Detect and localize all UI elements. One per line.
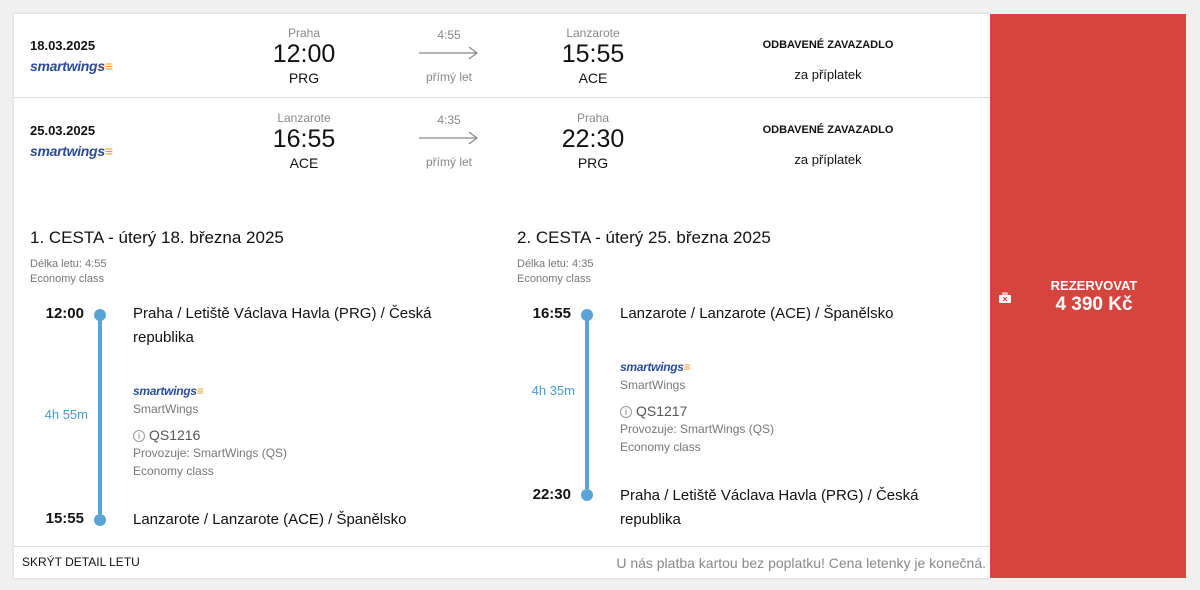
baggage-label: ODBAVENÉ ZAVAZADLO	[762, 124, 894, 136]
total-duration: 4h 35m	[531, 383, 575, 398]
airline-logo: smartwings≡	[620, 360, 691, 374]
trip-title: 1. CESTA - úterý 18. března 2025	[30, 228, 284, 247]
departure-time: 16:55	[272, 125, 336, 153]
flight-date: 18.03.2025	[30, 38, 96, 53]
arrival-time: 15:55	[561, 40, 625, 68]
timeline-dot	[581, 489, 593, 501]
timeline-line	[585, 314, 589, 489]
operated-by: Provozuje: SmartWings (QS)	[133, 446, 288, 460]
timeline-line	[98, 314, 102, 514]
segment-class: Economy class	[620, 440, 701, 454]
trip-detail-return: 2. CESTA - úterý 25. března 2025 Délka l…	[517, 228, 987, 528]
airline-logo: smartwings≡	[30, 143, 113, 159]
trip-length: Délka letu: 4:35	[517, 258, 594, 270]
segment-class: Economy class	[133, 464, 214, 478]
baggage-label: ODBAVENÉ ZAVAZADLO	[762, 39, 894, 51]
operated-by: Provozuje: SmartWings (QS)	[620, 422, 775, 436]
payment-note: U nás platba kartou bez poplatku! Cena l…	[616, 555, 986, 571]
arrival-code: ACE	[578, 70, 608, 86]
info-icon[interactable]: i	[620, 406, 632, 418]
flight-number: QS1216	[149, 427, 201, 443]
flight-date: 25.03.2025	[30, 123, 96, 138]
arrow-right-icon	[419, 132, 478, 144]
arrival-city: Praha	[576, 111, 610, 125]
timeline-dot	[94, 514, 106, 526]
price: 4 390 Kč	[1055, 294, 1133, 315]
baggage-note: za příplatek	[794, 67, 862, 82]
direct-label: přímý let	[425, 155, 472, 169]
arrival-time: 22:30	[561, 125, 625, 153]
card-footer: SKRÝT DETAIL LETU U nás platba kartou be…	[14, 546, 990, 571]
flight-duration: 4:55	[437, 28, 461, 42]
trip-length: Délka letu: 4:55	[30, 258, 107, 270]
trip-class: Economy class	[30, 273, 104, 285]
direct-label: přímý let	[425, 70, 472, 84]
airline-logo: smartwings≡	[30, 58, 113, 74]
arrival-place: Lanzarote / Lanzarote (ACE) / Španělsko	[133, 511, 407, 528]
airline-name: SmartWings	[133, 402, 199, 416]
arrival-city: Lanzarote	[566, 26, 620, 40]
trip-class: Economy class	[517, 273, 591, 285]
departure-time: 12:00	[45, 305, 84, 322]
segment-info: smartwings≡ SmartWings i QS1216 Provozuje…	[133, 382, 287, 480]
arrival-time: 22:30	[532, 486, 571, 503]
arrival-time: 15:55	[45, 510, 84, 527]
departure-code: PRG	[288, 70, 320, 86]
flight-duration: 4:35	[437, 113, 461, 127]
info-icon[interactable]: i	[133, 430, 145, 442]
departure-place: Praha / Letiště Václava Havla (PRG) / Če…	[133, 305, 432, 346]
trip-title: 2. CESTA - úterý 25. března 2025	[517, 228, 771, 247]
flight-number: QS1217	[636, 403, 688, 419]
book-button[interactable]: REZERVOVAT 4 390 Kč	[990, 14, 1186, 578]
book-label: REZERVOVAT	[1050, 278, 1138, 293]
airline-logo: smartwings≡	[133, 384, 204, 398]
segment-info: smartwings≡ SmartWings i QS1217 Provozuje…	[620, 358, 774, 456]
arrow-right-icon	[419, 47, 478, 59]
arrival-place: Praha / Letiště Václava Havla (PRG) / Če…	[620, 487, 919, 528]
flight-row-outbound[interactable]: 18.03.2025 smartwings≡ Praha 12:00 PRG 4…	[14, 14, 990, 98]
total-duration: 4h 55m	[44, 407, 88, 422]
departure-time: 16:55	[532, 305, 571, 322]
flight-card: 18.03.2025 smartwings≡ Praha 12:00 PRG 4…	[14, 14, 990, 578]
trip-detail-outbound: 1. CESTA - úterý 18. března 2025 Délka l…	[30, 228, 500, 528]
departure-time: 12:00	[272, 40, 336, 68]
departure-city: Praha	[287, 26, 321, 40]
baggage-note: za příplatek	[794, 152, 862, 167]
departure-city: Lanzarote	[277, 111, 331, 125]
airline-name: SmartWings	[620, 378, 686, 392]
departure-code: ACE	[289, 155, 319, 171]
baggage-crossed-icon	[999, 292, 1011, 303]
hide-detail-link[interactable]: SKRÝT DETAIL LETU	[22, 555, 140, 569]
flight-row-return[interactable]: 25.03.2025 smartwings≡ Lanzarote 16:55 A…	[14, 99, 990, 183]
departure-place: Lanzarote / Lanzarote (ACE) / Španělsko	[620, 305, 894, 322]
arrival-code: PRG	[577, 155, 609, 171]
